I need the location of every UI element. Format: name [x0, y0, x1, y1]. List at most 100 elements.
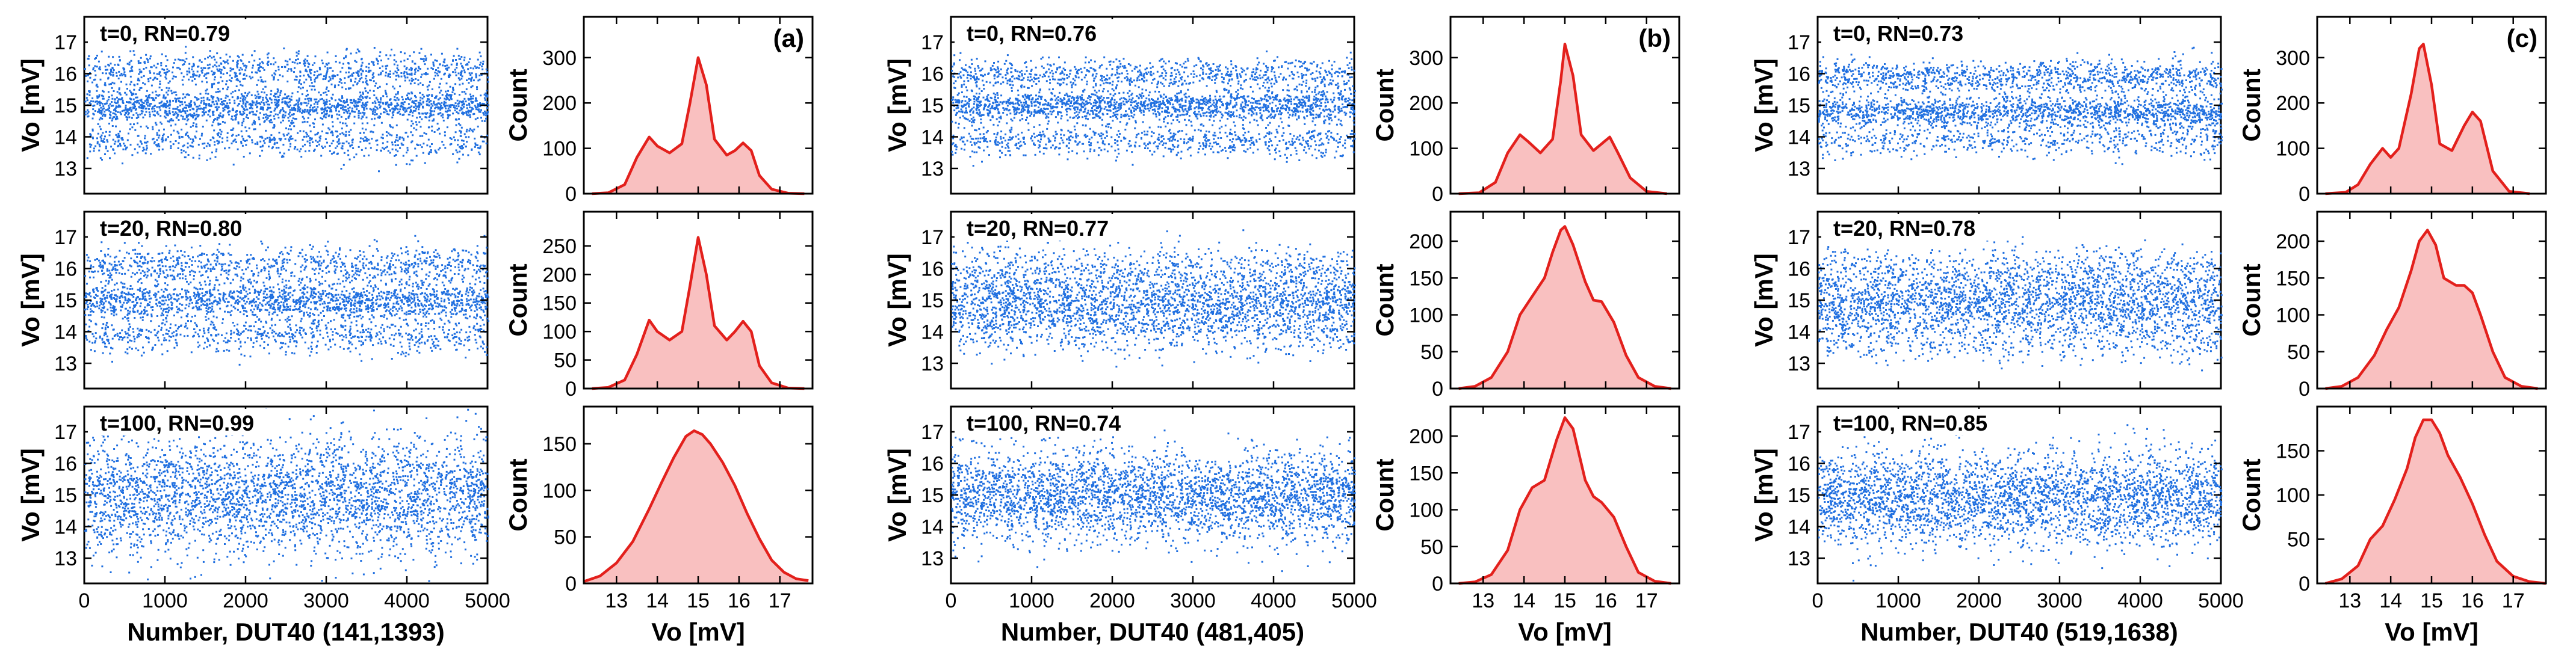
scatter-2-2-ytick-label: 17: [1788, 421, 1810, 444]
scatter-2-1-ylabel: Vo [mV]: [1750, 253, 1778, 347]
scatter-1-0-ylabel: Vo [mV]: [883, 58, 911, 152]
scatter-1-2-xtick-label: 1000: [1009, 589, 1054, 612]
hist-2-1-ytick-label: 0: [2299, 378, 2310, 401]
scatter-1-2-ylabel: Vo [mV]: [883, 448, 911, 542]
scatter-0-2-xtick-label: 1000: [142, 589, 188, 612]
hist-1-2-xtick-label: 17: [1635, 589, 1658, 612]
scatter-1-0-ytick-label: 16: [921, 63, 944, 86]
scatter-0-0-ytick-label: 14: [54, 126, 77, 149]
scatter-0-2-xtick-label: 2000: [223, 589, 268, 612]
scatter-1-0-annotation: t=0, RN=0.76: [967, 21, 1097, 46]
scatter-2-2-xtick-label: 0: [1812, 589, 1824, 612]
panel-label-2: (c): [2507, 24, 2537, 52]
scatter-1-1-annotation-bg: [955, 214, 1153, 241]
scatter-0-1-annotation: t=20, RN=0.80: [100, 216, 242, 241]
scatter-0-0-annotation-bg: [88, 19, 286, 46]
scatter-1-1-ytick-label: 15: [921, 289, 944, 312]
scatter-0-2-points: [84, 408, 489, 582]
scatter-0-1-ytick-label: 14: [54, 321, 77, 344]
hist-0-2-ytick-label: 150: [542, 433, 577, 456]
scatter-0-0-points: [84, 46, 489, 173]
scatter-0-0-ytick-label: 17: [54, 31, 77, 54]
scatter-2-0-ytick-label: 14: [1788, 126, 1810, 149]
scatter-2-1-annotation-bg: [1821, 214, 2020, 241]
hist-0-2-xtick-label: 17: [769, 589, 791, 612]
hist-2-1-ytick-label: 100: [2276, 304, 2310, 327]
hist-0-2-xtick-label: 16: [728, 589, 751, 612]
scatter-2-2-xtick-label: 4000: [2117, 589, 2163, 612]
hist-1-0-line: [1458, 42, 1667, 195]
scatter-1-2-ytick-label: 15: [921, 484, 944, 507]
hist-2-1-ytick-label: 150: [2276, 267, 2310, 290]
scatter-1-2-ytick-label: 14: [921, 516, 944, 539]
hist-0-0-ytick-label: 200: [542, 92, 577, 115]
scatter-1-0-ytick-label: 17: [921, 31, 944, 54]
scatter-0-2-xtick-label: 0: [79, 589, 90, 612]
hist-2-0-ytick-label: 300: [2276, 47, 2310, 70]
hist-2-2-ytick-label: 100: [2276, 484, 2310, 507]
scatter-2-2-ytick-label: 15: [1788, 484, 1810, 507]
scatter-0-1-ytick-label: 16: [54, 258, 77, 281]
hist-2-2-ytick-label: 150: [2276, 440, 2310, 463]
hist-0-1-ytick-label: 200: [542, 263, 577, 286]
hist-0-1-ytick-label: 50: [554, 349, 577, 372]
scatter-0-2-ytick-label: 14: [54, 516, 77, 539]
scatter-0-2-ytick-label: 16: [54, 453, 77, 476]
hist-0-1-line: [592, 236, 805, 390]
scatter-2-1-ytick-label: 13: [1788, 352, 1810, 375]
scatter-2-2-ylabel: Vo [mV]: [1750, 448, 1778, 542]
scatter-1-0-annotation-bg: [955, 19, 1153, 46]
scatter-2-0-frame: [1816, 16, 2222, 195]
hist-0-1-ylabel: Count: [504, 263, 532, 336]
hist-1-0-ytick-label: 100: [1409, 138, 1443, 161]
scatter-2-0-points: [1818, 46, 2223, 165]
scatter-2-0-ytick-label: 16: [1788, 63, 1810, 86]
hist-2-2-xtick-label: 13: [2338, 589, 2361, 612]
scatter-1-0-points: [951, 51, 1356, 167]
scatter-2-0-ylabel: Vo [mV]: [1750, 58, 1778, 152]
scatter-2-2-xtick-label: 2000: [1956, 589, 2002, 612]
scatter-2-1-ytick-label: 17: [1788, 226, 1810, 249]
scatter-1-2-xtick-label: 2000: [1089, 589, 1135, 612]
hist-1-2-xtick-label: 14: [1512, 589, 1535, 612]
hist-1-1-ytick-label: 0: [1432, 378, 1443, 401]
scatter-0-0-annotation: t=0, RN=0.79: [100, 21, 230, 46]
hist-2-2-xtick-label: 14: [2379, 589, 2402, 612]
scatter-1-2-ytick-label: 16: [921, 453, 944, 476]
scatter-2-2-xtick-label: 3000: [2037, 589, 2082, 612]
scatter-1-2-ytick-label: 13: [921, 547, 944, 570]
scatter-1-0-ytick-label: 13: [921, 158, 944, 180]
scatter-1-2-annotation: t=100, RN=0.74: [967, 411, 1121, 435]
scatter-1-1-ytick-label: 16: [921, 258, 944, 281]
hist-2-1-ytick-label: 200: [2276, 230, 2310, 253]
hist-0-2-ytick-label: 0: [565, 573, 577, 595]
scatter-0-2-xtick-label: 5000: [465, 589, 510, 612]
hist-1-0-ytick-label: 0: [1432, 183, 1443, 206]
hist-1-0-ytick-label: 200: [1409, 92, 1443, 115]
scatter-1-2-xtick-label: 5000: [1331, 589, 1377, 612]
hist-1-2-xlabel: Vo [mV]: [1518, 618, 1612, 646]
scatter-2-0-ytick-label: 13: [1788, 158, 1810, 180]
hist-0-2-ytick-label: 50: [554, 526, 577, 549]
scatter-0-0-ytick-label: 15: [54, 94, 77, 117]
hist-2-2-ylabel: Count: [2237, 458, 2265, 531]
scatter-1-2-xtick-label: 0: [946, 589, 957, 612]
scatter-1-1-ytick-label: 14: [921, 321, 944, 344]
hist-2-1-ytick-label: 50: [2287, 341, 2310, 364]
hist-1-2-ytick-label: 100: [1409, 499, 1443, 522]
scatter-1-0-ytick-label: 14: [921, 126, 944, 149]
scatter-0-0-ytick-label: 16: [54, 63, 77, 86]
hist-1-2-line: [1458, 416, 1671, 585]
scatter-0-2-ytick-label: 15: [54, 484, 77, 507]
scatter-0-2-ytick-label: 13: [54, 547, 77, 570]
hist-2-2-xtick-label: 17: [2502, 589, 2525, 612]
scatter-0-2-annotation-bg: [88, 409, 286, 435]
scatter-2-0-annotation: t=0, RN=0.73: [1833, 21, 1963, 46]
scatter-1-1-annotation: t=20, RN=0.77: [967, 216, 1109, 241]
hist-2-2-ytick-label: 50: [2287, 529, 2310, 552]
scatter-0-1-annotation-bg: [88, 214, 286, 241]
scatter-1-1-ytick-label: 13: [921, 352, 944, 375]
scatter-0-1-ytick-label: 13: [54, 352, 77, 375]
scatter-1-2-xlabel: Number, DUT40 (481,405): [1001, 618, 1304, 646]
hist-1-1-ytick-label: 50: [1420, 341, 1443, 364]
